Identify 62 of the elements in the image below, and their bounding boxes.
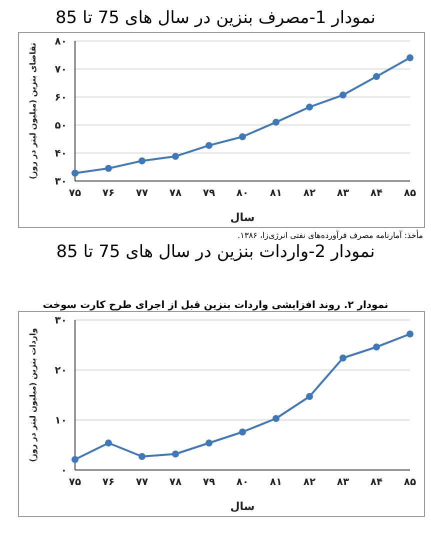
x-tick-label: ۸۴: [370, 477, 383, 488]
point: [239, 133, 246, 140]
point: [406, 54, 414, 62]
text: مأخذ: آمارنامه مصرف فرآورده‌های نفتی انرژی‌زا، ۱۳۸۶.: [236, 231, 423, 240]
point: [340, 354, 346, 362]
point: [239, 428, 246, 436]
y-axis-title: تقاضای بنزین (میلیون لیتر در روز): [28, 42, 38, 180]
x-tick-label: ۸۳: [336, 477, 350, 488]
x-axis-title: سال: [230, 500, 255, 513]
y-axis-title: واردات بنزین (میلیون لیتر در روز): [28, 328, 38, 462]
point: [206, 142, 212, 149]
x-tick-label: ۷۷: [136, 477, 148, 488]
y-tick-label: ۶۰: [54, 92, 67, 104]
point: [138, 157, 146, 164]
y-tick-label: ۵۰: [54, 120, 67, 132]
y-tick-label: ۴۰: [54, 148, 67, 160]
y-tick-label: ۳۰: [54, 176, 67, 188]
point: [306, 393, 313, 400]
x-axis-title: سال: [230, 211, 255, 224]
x-tick-label: ۸۰: [236, 188, 249, 200]
chart-title: نمودار 2-واردات بنزین در سال های 75 تا 85: [55, 242, 376, 262]
point: [340, 92, 346, 99]
y-tick-label: ۷۰: [54, 64, 67, 76]
x-tick-label: ۸۱: [270, 188, 282, 200]
x-tick-label: ۷۵: [68, 477, 82, 488]
x-tick-label: ۷۷: [136, 188, 148, 200]
x-tick-label: ۷۸: [169, 477, 182, 488]
point: [172, 152, 179, 160]
point: [172, 450, 179, 458]
x-tick-label: ۷۹: [202, 477, 216, 488]
point: [138, 453, 146, 460]
point: [272, 415, 280, 422]
x-tick-label: ۷۶: [102, 188, 115, 200]
y-tick-label: ۳۰: [54, 316, 67, 327]
point: [272, 118, 280, 126]
x-tick-label: ۸۵: [404, 188, 416, 200]
point: [373, 73, 380, 80]
point: [206, 440, 212, 446]
x-tick-label: ۸۴: [370, 188, 383, 200]
y-tick-label: ۲۰: [54, 366, 67, 377]
x-tick-label: ۸۰: [236, 477, 249, 488]
y-tick-label: ۰: [60, 466, 67, 477]
point: [72, 170, 78, 177]
x-tick-label: ۸۲: [303, 477, 316, 488]
point: [406, 330, 414, 338]
y-tick-label: ۸۰: [54, 36, 67, 48]
x-tick-label: ۸۵: [404, 477, 416, 488]
point: [373, 344, 380, 350]
y-tick-label: ۱۰: [54, 416, 67, 427]
chart-subtitle: نمودار ۲. روند افزایشی واردات بنزین قبل از اجرای طرح کارت سوخت: [42, 300, 390, 311]
x-tick-label: ۷۸: [169, 188, 182, 200]
chart-title: نمودار 1-مصرف بنزین در سال های 75 تا 85: [54, 8, 376, 28]
x-tick-label: ۷۹: [202, 188, 216, 200]
point: [72, 456, 78, 463]
x-tick-label: ۷۵: [68, 188, 82, 200]
x-tick-label: ۷۶: [102, 477, 115, 488]
x-tick-label: ۸۳: [336, 188, 350, 200]
x-tick-label: ۸۱: [270, 477, 282, 488]
point: [306, 104, 313, 111]
point: [105, 164, 112, 172]
x-tick-label: ۸۲: [303, 188, 316, 200]
point: [105, 440, 112, 446]
